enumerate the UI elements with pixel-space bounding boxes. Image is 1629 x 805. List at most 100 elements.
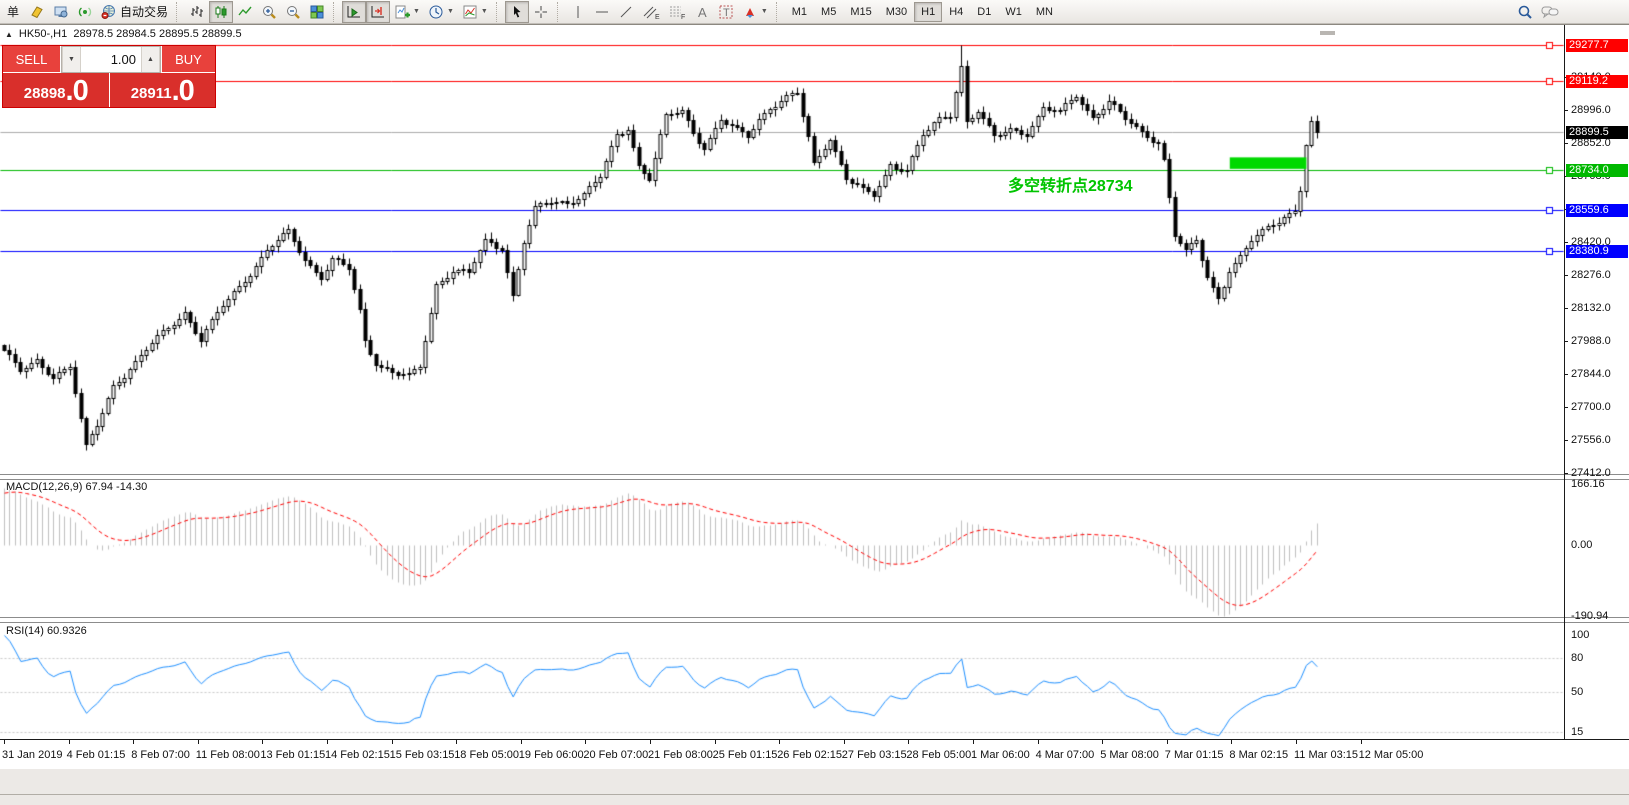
timeframe-w1-button[interactable]: W1 (1005, 5, 1022, 18)
time-axis-tick (1296, 740, 1297, 744)
symbol-period-label: HK50-,H1 (18, 28, 68, 40)
buy-button[interactable]: BUY (162, 46, 215, 73)
main-price-chart[interactable] (0, 25, 1564, 474)
templates-button[interactable]: ▼ (458, 1, 492, 23)
search-button[interactable] (1513, 1, 1537, 23)
time-axis-label: 14 Feb 02:15 (325, 749, 390, 761)
time-axis-tick (4, 740, 5, 744)
periods-button[interactable]: ▼ (424, 1, 458, 23)
arrows-button[interactable]: ▼ (738, 1, 772, 23)
trendline-icon (620, 6, 632, 17)
timeframe-h4-button[interactable]: H4 (949, 5, 964, 18)
autotrading-label: 自动交易 (120, 5, 169, 19)
rsi-indicator-chart[interactable] (0, 622, 1564, 739)
time-axis-tick (650, 740, 651, 744)
price-tick-label: 27700.0 (1571, 401, 1611, 413)
chart-shift-button[interactable] (366, 0, 391, 23)
terminal-button[interactable] (49, 1, 73, 23)
trendline-button[interactable] (614, 1, 638, 23)
time-axis-label: 21 Feb 08:00 (648, 749, 713, 761)
time-axis-tick (1166, 740, 1168, 744)
timeframe-m30-button[interactable]: M30 (885, 5, 908, 18)
sell-price-panel[interactable]: 28898.0 (3, 73, 109, 107)
zoom-out-button[interactable] (281, 1, 305, 23)
depth-of-market-icon[interactable] (25, 1, 49, 23)
timeframe-d1-button[interactable]: D1 (977, 5, 992, 18)
time-axis-tick (1037, 740, 1039, 744)
autotrading-button[interactable]: 自动交易 (97, 1, 172, 23)
price-tick-mark (1564, 440, 1568, 441)
timeframe-m1-button[interactable]: M1 (791, 5, 808, 18)
chart-scroll-marker[interactable] (1320, 31, 1335, 35)
chart-window: ▲ HK50-,H1 28978.5 28984.5 28895.5 28899.… (0, 24, 1629, 805)
indicators-button[interactable]: ▼ (390, 1, 424, 23)
cursor-button[interactable] (504, 0, 529, 23)
clock-icon (429, 5, 443, 18)
fibonacci-button[interactable]: F (664, 1, 690, 23)
timeframe-m15-button[interactable]: M15 (850, 5, 872, 18)
candlestick-chart-button[interactable] (209, 0, 234, 23)
chart-shift-icon (371, 5, 385, 17)
zoom-in-button[interactable] (257, 1, 281, 23)
time-axis-label: 13 Feb 01:15 (260, 749, 326, 761)
label-button[interactable]: T (714, 1, 738, 23)
signal-icon (78, 6, 92, 17)
time-axis-label: 28 Feb 05:00 (906, 749, 972, 761)
timeframe-mn-button[interactable]: MN (1035, 5, 1053, 18)
vertical-line-icon (577, 5, 579, 18)
cursor-icon (513, 5, 521, 17)
macd-indicator-chart[interactable] (0, 479, 1564, 617)
time-axis-tick (456, 740, 458, 744)
rsi-tick-label: 80 (1571, 652, 1584, 664)
price-tick-label: 28132.0 (1571, 302, 1611, 314)
macd-panel-splitter[interactable] (0, 474, 1629, 480)
price-level-label: 28380.9 (1566, 245, 1628, 258)
sell-price-main: 28898 (23, 85, 66, 102)
time-axis-line (0, 739, 1629, 740)
time-axis-label: 26 Feb 02:15 (777, 749, 843, 761)
candlestick-chart-icon (215, 5, 227, 18)
time-axis-label: 11 Mar 03:15 (1294, 749, 1359, 761)
text-button[interactable]: A (690, 1, 714, 23)
price-axis-line (1564, 25, 1565, 740)
signals-button[interactable] (73, 1, 97, 23)
bar-chart-button[interactable] (185, 1, 209, 23)
crosshair-button[interactable] (529, 1, 553, 23)
auto-scroll-button[interactable] (342, 0, 367, 23)
label-t-icon: T (719, 5, 733, 19)
time-axis-tick (520, 740, 522, 744)
price-tick-mark (1564, 308, 1568, 309)
monitor-icon (54, 6, 68, 17)
collapse-icon[interactable]: ▲ (5, 30, 13, 39)
equidistant-channel-button[interactable]: E (638, 1, 664, 23)
timeframe-m5-button[interactable]: M5 (821, 5, 837, 18)
price-level-label: 28734.0 (1566, 164, 1628, 177)
buy-price-panel[interactable]: 28911.0 (109, 73, 215, 107)
time-axis-label: 18 Feb 05:00 (454, 749, 520, 761)
volume-decrease-button[interactable]: ▼ (62, 47, 81, 72)
new-order-button[interactable]: 单 (1, 1, 25, 23)
channel-icon: E (643, 6, 660, 20)
line-chart-icon (238, 6, 252, 15)
time-axis-tick (1231, 740, 1233, 744)
dropdown-arrow-icon: ▼ (760, 8, 768, 15)
fibonacci-icon: F (669, 6, 685, 20)
sell-button[interactable]: SELL (3, 46, 60, 73)
tile-windows-button[interactable] (305, 1, 329, 23)
time-axis-tick (68, 740, 70, 744)
time-axis-label: 11 Feb 08:00 (195, 749, 260, 761)
rsi-panel-splitter[interactable] (0, 617, 1629, 623)
chat-button[interactable] (1537, 1, 1563, 23)
toolbar-separator (775, 1, 782, 22)
price-tick-mark (1564, 473, 1568, 474)
volume-input[interactable]: 1.00 (110, 52, 136, 67)
volume-increase-button[interactable]: ▲ (141, 47, 160, 72)
time-axis-label: 8 Mar 02:15 (1229, 749, 1289, 761)
time-axis-tick (1102, 740, 1104, 744)
vertical-line-button[interactable] (566, 1, 590, 23)
line-chart-button[interactable] (233, 1, 257, 23)
horizontal-line-button[interactable] (590, 1, 614, 23)
timeframe-h1-button[interactable]: H1 (914, 1, 943, 22)
price-tick-label: 27556.0 (1571, 434, 1611, 446)
time-axis-tick (133, 740, 135, 744)
